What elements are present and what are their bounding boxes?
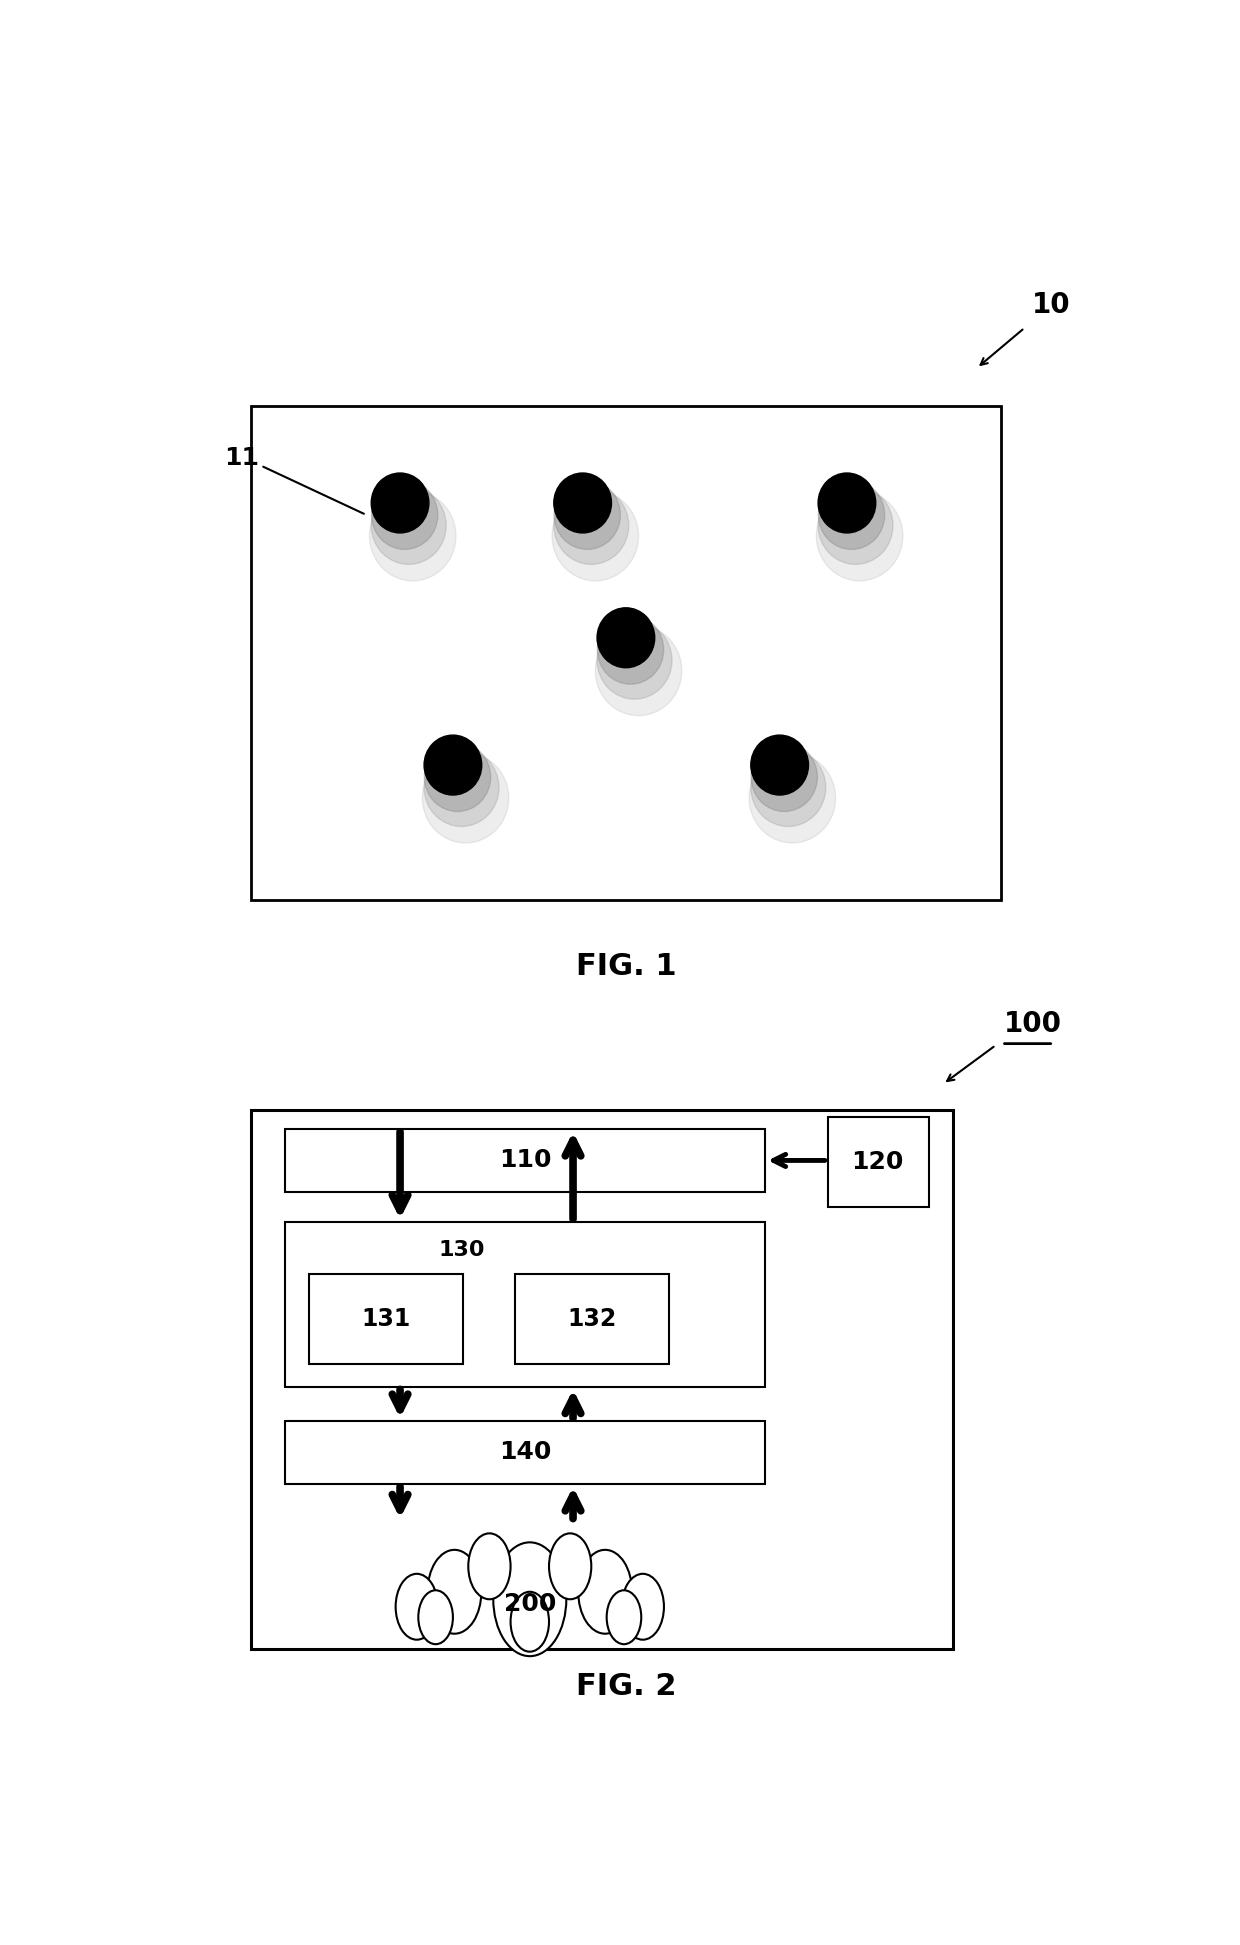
FancyBboxPatch shape	[250, 1109, 952, 1649]
Circle shape	[511, 1591, 549, 1651]
Ellipse shape	[371, 473, 429, 533]
Ellipse shape	[750, 749, 826, 827]
Ellipse shape	[371, 486, 446, 564]
Ellipse shape	[818, 486, 893, 564]
Text: 120: 120	[852, 1149, 904, 1175]
Text: 10: 10	[1032, 290, 1070, 319]
Circle shape	[396, 1574, 438, 1640]
Text: 140: 140	[498, 1441, 551, 1465]
Ellipse shape	[596, 620, 672, 698]
Ellipse shape	[596, 607, 655, 667]
Text: 110: 110	[498, 1148, 552, 1173]
Ellipse shape	[749, 753, 836, 842]
FancyBboxPatch shape	[250, 407, 1001, 901]
Text: 200: 200	[503, 1591, 556, 1616]
Ellipse shape	[751, 743, 817, 811]
Ellipse shape	[423, 753, 508, 842]
Ellipse shape	[370, 490, 456, 582]
Ellipse shape	[424, 735, 481, 796]
Ellipse shape	[554, 473, 611, 533]
Ellipse shape	[595, 626, 682, 716]
Text: FIG. 2: FIG. 2	[575, 1673, 676, 1702]
Circle shape	[428, 1550, 481, 1634]
Ellipse shape	[816, 490, 903, 582]
Circle shape	[418, 1591, 453, 1644]
Ellipse shape	[598, 615, 663, 685]
Text: 131: 131	[361, 1307, 410, 1330]
Circle shape	[469, 1533, 511, 1599]
Circle shape	[578, 1550, 632, 1634]
Ellipse shape	[424, 749, 498, 827]
Circle shape	[549, 1533, 591, 1599]
Ellipse shape	[554, 480, 620, 548]
FancyBboxPatch shape	[309, 1274, 463, 1363]
Text: 132: 132	[568, 1307, 616, 1330]
Ellipse shape	[372, 480, 438, 548]
FancyBboxPatch shape	[828, 1116, 929, 1206]
Text: 11: 11	[224, 445, 259, 471]
Circle shape	[621, 1574, 663, 1640]
Text: 130: 130	[439, 1239, 485, 1260]
Text: FIG. 1: FIG. 1	[575, 953, 676, 982]
Text: 100: 100	[1003, 1009, 1061, 1037]
Ellipse shape	[818, 480, 884, 548]
Circle shape	[606, 1591, 641, 1644]
Circle shape	[494, 1542, 567, 1657]
Ellipse shape	[554, 486, 629, 564]
Ellipse shape	[750, 735, 808, 796]
Ellipse shape	[818, 473, 875, 533]
Ellipse shape	[424, 743, 491, 811]
FancyBboxPatch shape	[285, 1128, 765, 1192]
FancyBboxPatch shape	[285, 1221, 765, 1387]
Ellipse shape	[552, 490, 639, 582]
FancyBboxPatch shape	[285, 1422, 765, 1484]
FancyBboxPatch shape	[516, 1274, 670, 1363]
